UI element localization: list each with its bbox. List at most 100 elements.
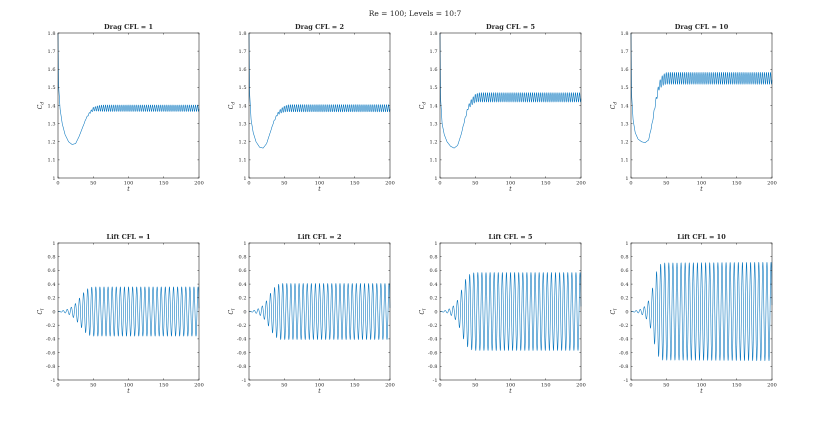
y-axis-label-subscript: l [231, 308, 237, 310]
x-axis-label: t [318, 388, 321, 395]
data-series-line [439, 32, 582, 149]
x-axis-label: t [509, 186, 512, 193]
x-tick-label: 50 [663, 383, 669, 389]
y-tick-label: 1.2 [621, 140, 629, 146]
y-tick-label: -0.4 [237, 337, 247, 343]
y-tick-label: 1 [52, 241, 55, 247]
y-tick-label: 1.2 [430, 140, 438, 146]
x-tick-label: 150 [350, 383, 360, 389]
y-tick-label: 1.8 [430, 31, 438, 37]
y-tick-label: -0.8 [428, 364, 438, 370]
x-axis-label: t [700, 186, 703, 193]
x-tick-label: 200 [194, 383, 204, 389]
y-axis-label: Cd [37, 102, 46, 110]
chart-panel-3: Drag CFL = 5 0 50 100 150 200 1 1.1 1.2 1.3 1.4 1.5… [419, 23, 586, 193]
data-series-line [630, 261, 773, 362]
y-tick-label: -1 [624, 378, 629, 384]
x-axis-label: t [127, 186, 130, 193]
y-tick-label: 1.1 [621, 158, 629, 164]
y-tick-label: -0.2 [237, 323, 247, 329]
x-tick-label: 150 [159, 383, 169, 389]
x-tick-label: 0 [438, 181, 441, 187]
y-tick-label: 0.8 [430, 255, 438, 261]
y-axis-label-subscript: l [422, 308, 428, 310]
chart-title: Drag CFL = 1 [104, 23, 153, 31]
y-axis-label-main: C [419, 310, 426, 315]
plot-frame [630, 32, 773, 179]
chart-title: Drag CFL = 10 [675, 23, 729, 31]
y-tick-label: 1.6 [239, 67, 247, 73]
y-tick-label: 0.8 [621, 255, 629, 261]
y-tick-label: 1.7 [621, 49, 629, 55]
x-axis-label: t [127, 388, 130, 395]
y-tick-label: -0.6 [619, 350, 629, 356]
x-tick-label: 150 [350, 181, 360, 187]
y-tick-label: 1.6 [48, 67, 56, 73]
chart-title: Lift CFL = 2 [298, 233, 342, 241]
y-tick-label: 1.7 [48, 49, 56, 55]
chart-panel-7: Lift CFL = 5 0 50 100 150 200 -1 -0.8 -0.6 -0.4 -0… [419, 233, 586, 395]
x-tick-label: 0 [247, 181, 250, 187]
y-tick-label: 0.4 [239, 282, 247, 288]
x-axis-label: t [509, 388, 512, 395]
x-tick-label: 0 [56, 383, 59, 389]
y-tick-label: 1.1 [430, 158, 438, 164]
plot-frame [57, 242, 200, 381]
y-axis-label-main: C [419, 104, 426, 109]
chart-panel-6: Lift CFL = 2 0 50 100 150 200 -1 -0.8 -0.6 -0.4 -0… [228, 233, 395, 395]
y-tick-label: 1.4 [621, 103, 629, 109]
y-tick-label: -0.6 [237, 350, 247, 356]
y-axis-label: Cd [228, 102, 237, 110]
x-tick-label: 100 [315, 181, 325, 187]
y-tick-label: 1.1 [48, 158, 56, 164]
x-tick-label: 200 [576, 383, 586, 389]
y-axis-label-subscript: l [40, 308, 46, 310]
x-tick-label: 150 [732, 181, 742, 187]
x-tick-label: 0 [629, 383, 632, 389]
chart-panel-8: Lift CFL = 10 0 50 100 150 200 -1 -0.8 -0.6 -0.4 -… [610, 233, 777, 395]
y-axis-label: Cl [37, 308, 46, 315]
data-series-line [57, 32, 200, 145]
y-axis-label: Cl [419, 308, 428, 315]
x-tick-label: 100 [315, 383, 325, 389]
x-tick-label: 0 [247, 383, 250, 389]
x-tick-label: 150 [159, 181, 169, 187]
x-axis-label: t [318, 186, 321, 193]
y-axis-label-subscript: d [231, 102, 237, 105]
y-tick-label: -0.4 [619, 337, 629, 343]
data-series-line [57, 286, 200, 337]
y-tick-label: -0.8 [46, 364, 56, 370]
x-tick-label: 100 [506, 383, 516, 389]
y-tick-label: 1.5 [239, 85, 247, 91]
y-tick-label: 1.3 [430, 121, 438, 127]
y-tick-label: 0.6 [621, 268, 629, 274]
y-tick-label: 1 [625, 176, 628, 182]
x-tick-label: 200 [767, 383, 777, 389]
y-tick-label: -1 [242, 378, 247, 384]
chart-title: Drag CFL = 2 [295, 23, 344, 31]
x-tick-label: 50 [281, 181, 287, 187]
chart-panel-2: Drag CFL = 2 0 50 100 150 200 1 1.1 1.2 1.3 1.4 1.5… [228, 23, 395, 193]
x-tick-label: 200 [767, 181, 777, 187]
y-tick-label: -0.2 [428, 323, 438, 329]
y-tick-label: 1.3 [239, 121, 247, 127]
y-tick-label: -0.4 [46, 337, 56, 343]
y-tick-label: 0 [243, 309, 246, 315]
y-tick-label: 0.4 [430, 282, 438, 288]
x-tick-label: 50 [663, 181, 669, 187]
y-tick-label: 1 [243, 241, 246, 247]
x-tick-label: 100 [124, 181, 134, 187]
y-axis-label-subscript: d [422, 102, 428, 105]
plot-frame [248, 242, 391, 381]
y-axis-label-main: C [37, 310, 44, 315]
y-tick-label: 1.2 [239, 140, 247, 146]
x-tick-label: 50 [281, 383, 287, 389]
y-tick-label: 1.4 [239, 103, 247, 109]
y-tick-label: 1.6 [621, 67, 629, 73]
y-tick-label: 1.7 [430, 49, 438, 55]
data-series-line [248, 283, 391, 340]
y-tick-label: 1.5 [48, 85, 56, 91]
data-series-line [439, 272, 582, 351]
x-tick-label: 100 [697, 383, 707, 389]
y-tick-label: -0.8 [619, 364, 629, 370]
